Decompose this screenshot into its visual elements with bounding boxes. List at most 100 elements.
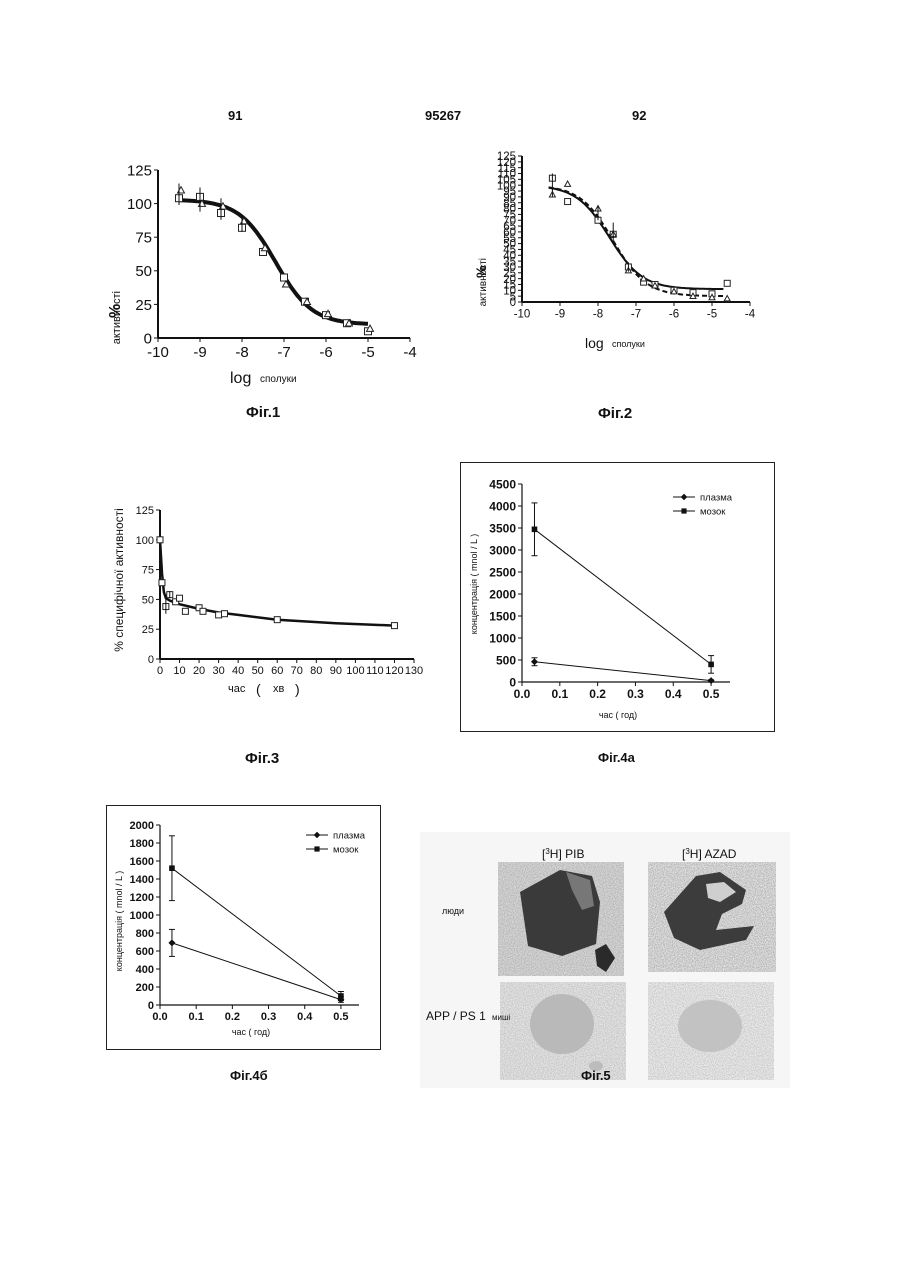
y-tick-label: 1200: [130, 892, 154, 904]
x-tick-label: -7: [631, 309, 641, 321]
data-point-square: [159, 580, 165, 586]
data-point-square: [216, 612, 222, 618]
legend-label: мозок: [700, 507, 726, 518]
figure-4a-chart: концентрація ( mnol / L ) час ( год) 0.0…: [460, 462, 773, 730]
x-tick-label: 30: [212, 665, 224, 677]
y-tick-label: 3000: [489, 543, 516, 557]
y-tick-label: 4000: [489, 499, 516, 513]
y-tick-label: 100: [127, 196, 152, 213]
y-tick-label: 50: [142, 594, 154, 606]
x-tick-label: 50: [252, 665, 264, 677]
x-tick-label: 0.1: [189, 1011, 204, 1023]
data-point-triangle: [565, 181, 571, 186]
x-tick-label: -4: [403, 344, 416, 361]
legend-marker: [314, 832, 319, 837]
data-point-square: [221, 611, 227, 617]
x-tick-label: 40: [232, 665, 244, 677]
x-tick-label: 10: [173, 665, 185, 677]
x-tick-label: 110: [366, 665, 384, 677]
series-line: [172, 943, 341, 1000]
y-tick-label: 1500: [489, 609, 516, 623]
y-tick-label: 125: [127, 162, 152, 179]
data-point-square: [565, 199, 571, 205]
legend-label: мозок: [333, 845, 359, 856]
data-point-square: [169, 865, 175, 871]
data-point-diamond: [708, 678, 714, 684]
fig1-ylabel: активності: [111, 291, 123, 344]
y-tick-label: 75: [142, 565, 154, 577]
data-point-square: [281, 274, 288, 281]
x-tick-label: 0.5: [333, 1011, 348, 1023]
x-tick-label: 20: [193, 665, 205, 677]
x-tick-label: 0.2: [225, 1011, 240, 1023]
x-tick-label: 0.1: [551, 687, 568, 701]
y-tick-label: 200: [136, 982, 154, 994]
x-tick-label: -8: [593, 309, 603, 321]
x-tick-label: 0.0: [152, 1011, 167, 1023]
data-point-square: [177, 595, 183, 601]
series-line: [534, 662, 711, 681]
y-tick-label: 1600: [130, 856, 154, 868]
fit-curve: [160, 540, 395, 626]
y-tick-label: 100: [136, 535, 154, 547]
x-tick-label: -5: [361, 344, 374, 361]
fig5-col-right-label: [3H] AZAD: [682, 847, 737, 861]
y-tick-label: 500: [496, 653, 516, 667]
fit-curve: [179, 200, 368, 324]
y-tick-label: 1400: [130, 874, 154, 886]
y-tick-label: 0: [148, 1000, 154, 1012]
fig3-xlabel-open: (: [256, 681, 261, 697]
fig4a-ylabel: концентрація ( mnol / L ): [469, 534, 479, 634]
x-tick-label: 0.3: [261, 1011, 276, 1023]
fig1-xlabel: сполуки: [260, 374, 297, 385]
y-tick-label: 50: [135, 263, 152, 280]
data-point-square: [274, 617, 280, 623]
x-tick-label: -5: [707, 309, 717, 321]
data-point-square: [724, 280, 730, 286]
fig3-ylabel: % специфічної активності: [112, 508, 126, 652]
figure-2-chart: % активності log сполуки -10-9-8-7-6-5-4…: [470, 148, 770, 358]
figure-5-caption: Фіг.5: [581, 1068, 611, 1083]
figure-2-caption: Фіг.2: [598, 405, 632, 422]
x-tick-label: 0.0: [514, 687, 531, 701]
y-tick-label: 600: [136, 946, 154, 958]
data-point-square: [200, 608, 206, 614]
x-tick-label: 60: [271, 665, 283, 677]
x-tick-label: 80: [310, 665, 322, 677]
data-point-square: [391, 623, 397, 629]
y-tick-label: 75: [135, 230, 152, 247]
x-tick-label: 130: [405, 665, 423, 677]
fig5-row-bottom-label: APP / PS 1: [426, 1009, 486, 1023]
x-tick-label: 100: [346, 665, 364, 677]
fig5-row-bottom-suffix: миші: [492, 1013, 510, 1022]
fig3-xlabel-unit: хв: [273, 683, 285, 695]
data-point-diamond: [532, 659, 538, 665]
figure-4b-caption: Фіг.4б: [230, 1068, 268, 1083]
x-tick-label: 0.2: [589, 687, 606, 701]
series-line: [172, 868, 341, 996]
y-tick-label: 3500: [489, 521, 516, 535]
y-tick-label: 2000: [130, 820, 154, 832]
x-tick-label: -6: [319, 344, 332, 361]
x-tick-label: -6: [669, 309, 679, 321]
data-point-square: [182, 608, 188, 614]
legend-marker: [681, 494, 686, 499]
figure-5-images: [3H] PIB [3H] AZAD люди APP / PS 1 миші: [420, 832, 790, 1088]
x-tick-label: -4: [745, 309, 756, 321]
fig5-mouse-pib-brain: [530, 994, 594, 1054]
x-tick-label: 0.5: [703, 687, 720, 701]
fig4a-xlabel: час ( год): [599, 710, 637, 720]
y-tick-label: 400: [136, 964, 154, 976]
fig4b-ylabel: концентрація ( mnol / L ): [114, 871, 124, 971]
x-tick-label: -9: [555, 309, 565, 321]
x-tick-label: 120: [385, 665, 403, 677]
x-tick-label: 90: [330, 665, 342, 677]
fig5-row-top-label: люди: [442, 906, 464, 916]
series-line: [534, 529, 711, 664]
y-tick-label: 0: [509, 675, 516, 689]
fig2-ylabel: активності: [478, 258, 489, 306]
y-tick-label: 1800: [130, 838, 154, 850]
x-tick-label: -8: [235, 344, 248, 361]
fig3-xlabel-close: ): [295, 681, 300, 697]
x-tick-label: 0.4: [297, 1011, 313, 1023]
